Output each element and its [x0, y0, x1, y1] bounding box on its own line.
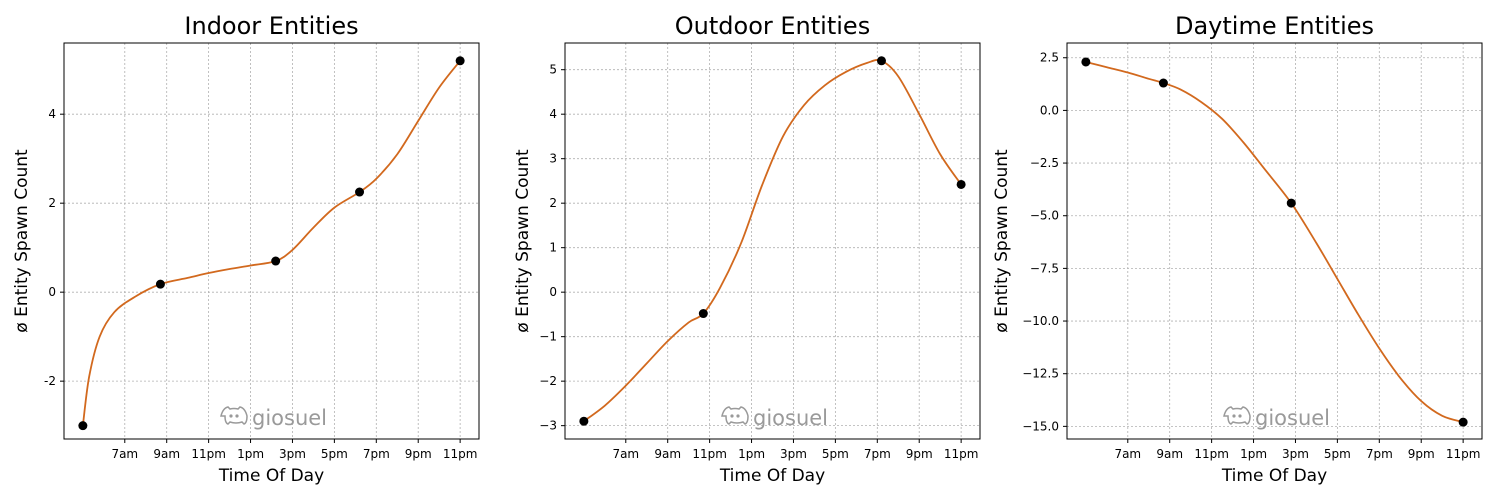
y-tick-label: −15.0 [1022, 419, 1059, 433]
data-point [1158, 78, 1168, 88]
x-tick-label: 1pm [738, 447, 765, 461]
x-axis-label: Time Of Day [719, 466, 825, 486]
x-tick-label: 5pm [1324, 447, 1351, 461]
x-tick-label: 9pm [405, 447, 432, 461]
series-line [81, 60, 461, 426]
x-tick-label: 9am [1156, 447, 1183, 461]
data-point [1458, 417, 1468, 427]
series-line [1085, 61, 1464, 424]
x-tick-label: 7am [612, 447, 639, 461]
x-tick-label: 1pm [237, 447, 264, 461]
y-tick-label: −3 [539, 419, 557, 433]
grid [1067, 43, 1482, 439]
y-tick-label: −5.0 [1030, 209, 1059, 223]
plot-frame [1066, 42, 1483, 440]
y-tick-label: 3 [549, 152, 557, 166]
x-tick-label: 7pm [1366, 447, 1393, 461]
x-tick-label: 9am [654, 447, 681, 461]
x-tick-label: 11pm [1194, 447, 1229, 461]
y-tick-label: 0 [48, 285, 56, 299]
y-tick-label: −10.0 [1022, 314, 1059, 328]
plot-frame [564, 42, 981, 440]
data-point [1286, 198, 1296, 208]
y-tick-label: −2 [539, 374, 557, 388]
y-tick-label: 0 [549, 285, 557, 299]
x-tick-label: 7am [111, 447, 138, 461]
y-tick-label: −7.5 [1030, 261, 1059, 275]
grid [64, 43, 479, 439]
y-tick-label: 2.5 [1040, 51, 1059, 65]
watermark: giosuel [220, 406, 327, 430]
series-line [583, 59, 962, 422]
y-tick-label: 5 [549, 63, 557, 77]
y-tick-label: 1 [549, 241, 557, 255]
y-tick-label: −2.5 [1030, 156, 1059, 170]
plot-frame [63, 42, 480, 440]
discord-icon [721, 406, 749, 425]
x-tick-label: 9pm [1408, 447, 1435, 461]
y-axis-label: ø Entity Spawn Count [513, 149, 533, 333]
watermark-label: giosuel [753, 406, 828, 430]
x-tick-label: 7am [1114, 447, 1141, 461]
grid [565, 43, 980, 439]
y-tick-label: 4 [48, 107, 56, 121]
x-axis-label: Time Of Day [1221, 466, 1327, 486]
watermark-label: giosuel [252, 406, 327, 430]
data-point [355, 187, 365, 197]
watermark: giosuel [1223, 406, 1330, 430]
discord-icon [1223, 406, 1251, 425]
chart-title: Daytime Entities [1175, 12, 1374, 40]
y-tick-label: 2 [549, 196, 557, 210]
x-axis-label: Time Of Day [218, 466, 324, 486]
x-tick-label: 5pm [321, 447, 348, 461]
data-point [271, 256, 281, 266]
chart-panel-3: giosuel 7am 9am 11pm 1pm 3pm 5pm 7pm 9pm 11pm 2.5 0… [992, 12, 1483, 486]
x-tick-label: 1pm [1240, 447, 1267, 461]
y-axis-label: ø Entity Spawn Count [12, 149, 32, 333]
chart-title: Outdoor Entities [675, 12, 870, 40]
x-tick-label: 9am [153, 447, 180, 461]
x-tick-label: 3pm [279, 447, 306, 461]
chart-panel-2: giosuel 7am 9am 11pm 1pm 3pm 5pm 7pm 9pm 11pm −3 −2… [513, 12, 981, 486]
data-point [876, 56, 886, 66]
x-tick-label: 7pm [363, 447, 390, 461]
x-tick-label: 3pm [780, 447, 807, 461]
x-tick-label: 9pm [906, 447, 933, 461]
x-tick-label: 11pm [1446, 447, 1481, 461]
x-tick-label: 3pm [1282, 447, 1309, 461]
y-axis-label: ø Entity Spawn Count [992, 149, 1012, 333]
watermark: giosuel [721, 406, 828, 430]
y-tick-label: −1 [539, 330, 557, 344]
y-tick-label: 2 [48, 196, 56, 210]
watermark-label: giosuel [1255, 406, 1330, 430]
x-tick-label: 11pm [944, 447, 979, 461]
data-point [698, 309, 708, 319]
discord-icon [220, 406, 248, 425]
x-tick-label: 11pm [443, 447, 478, 461]
y-tick-label: -2 [44, 374, 56, 388]
data-point [155, 279, 165, 289]
x-tick-label: 11pm [692, 447, 727, 461]
y-tick-label: −12.5 [1022, 367, 1059, 381]
x-tick-label: 7pm [864, 447, 891, 461]
x-tick-label: 5pm [822, 447, 849, 461]
data-point [78, 421, 88, 431]
data-point [1081, 57, 1091, 67]
x-tick-label: 11pm [191, 447, 226, 461]
y-tick-label: 0.0 [1040, 103, 1059, 117]
data-point [956, 179, 966, 189]
chart-panel-1: giosuel 7am 9am 11pm 1pm 3pm 5pm 7pm 9pm 11pm -2 0 2… [12, 12, 480, 486]
data-point [579, 416, 589, 426]
chart-title: Indoor Entities [184, 12, 358, 40]
data-point [455, 56, 465, 66]
y-tick-label: 4 [549, 107, 557, 121]
